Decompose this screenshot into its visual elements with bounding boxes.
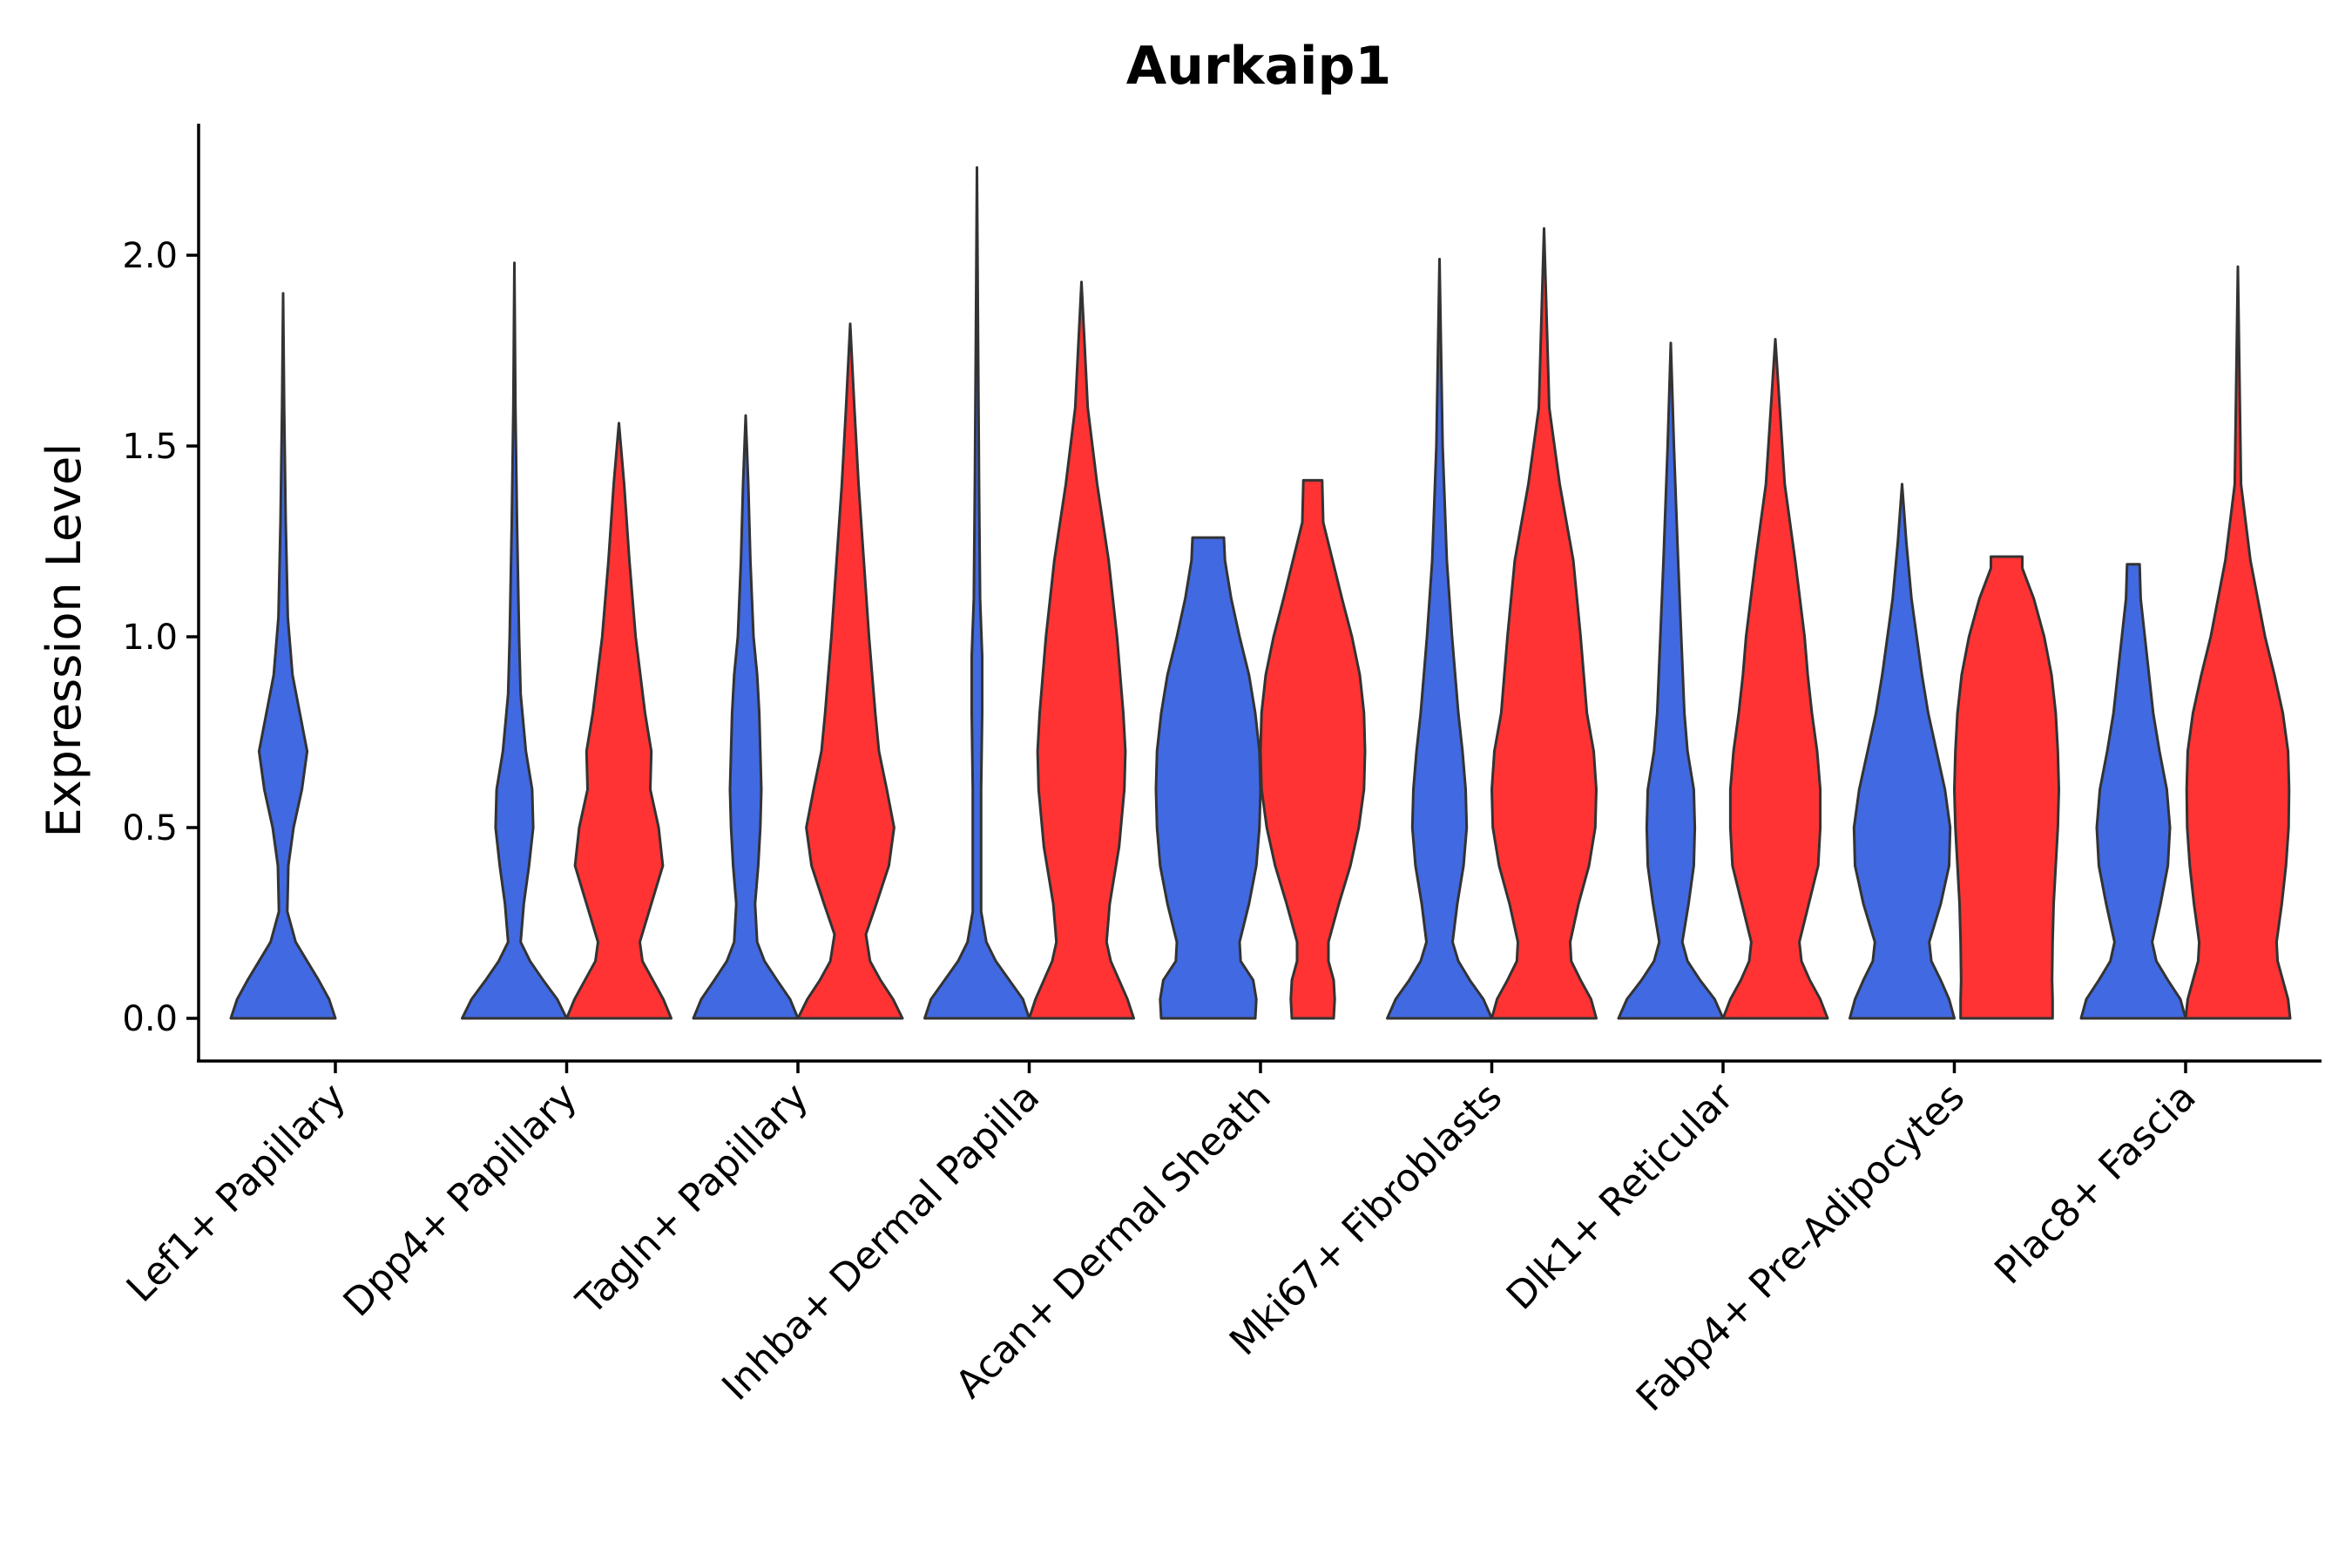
violin-red xyxy=(1721,337,1829,1020)
violin-blue xyxy=(1617,341,1725,1020)
violin-blue xyxy=(2079,563,2187,1020)
y-axis-label: Expression Level xyxy=(37,443,91,838)
violin-group xyxy=(229,166,2292,1020)
violin-blue xyxy=(923,166,1031,1020)
y-tick-label: 0.5 xyxy=(122,808,178,848)
violin-blue xyxy=(1848,483,1956,1020)
violin-red xyxy=(1028,280,1135,1020)
y-tick-label: 0.0 xyxy=(122,999,178,1039)
x-tick-label: Dpp4+ Papillary xyxy=(335,1075,586,1326)
violin-red xyxy=(2184,265,2292,1020)
violin-blue xyxy=(1154,536,1262,1020)
violin-blue xyxy=(1386,257,1493,1020)
x-tick-label: Dlk1+ Reticular xyxy=(1498,1074,1743,1319)
violin-blue xyxy=(229,292,337,1020)
y-tick-label: 2.0 xyxy=(122,236,178,276)
y-ticks: 0.0 0.5 1.0 1.5 2.0 xyxy=(122,236,199,1039)
violin-red xyxy=(1259,478,1367,1020)
x-tick-label: Plac8+ Fascia xyxy=(1986,1075,2205,1294)
violin-red xyxy=(1953,555,2060,1020)
violin-red xyxy=(1490,226,1598,1020)
y-tick-label: 1.5 xyxy=(122,427,178,467)
violin-blue xyxy=(461,261,568,1020)
x-tick-label: Tagln+ Papillary xyxy=(568,1075,817,1324)
y-tick-label: 1.0 xyxy=(122,618,178,658)
violin-red xyxy=(796,322,904,1020)
violin-blue xyxy=(692,414,800,1020)
chart-title: Aurkaip1 xyxy=(1126,36,1391,97)
violin-red xyxy=(565,422,672,1020)
x-tick-label: Lef1+ Papillary xyxy=(118,1075,355,1311)
